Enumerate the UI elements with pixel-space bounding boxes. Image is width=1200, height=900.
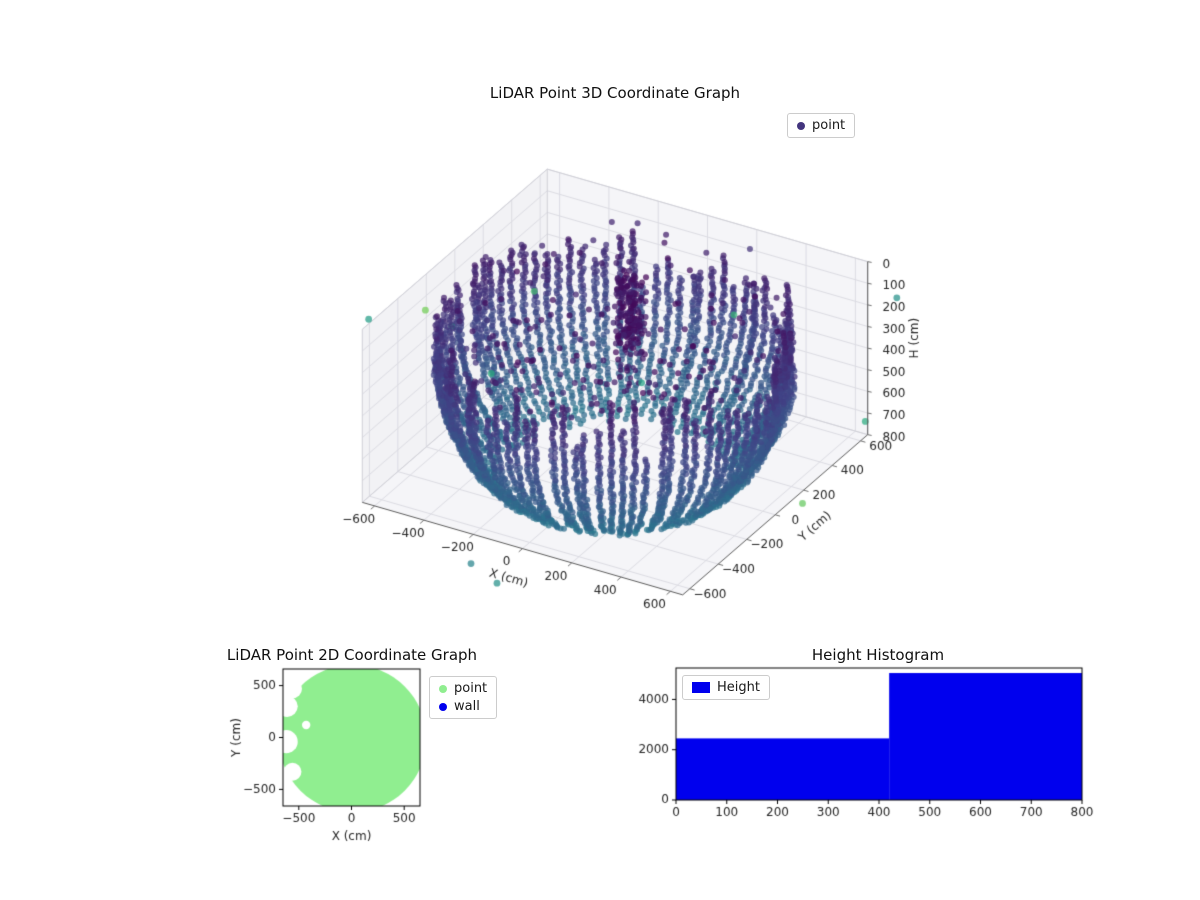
legend-label: wall <box>454 699 480 714</box>
chart3d-title: LiDAR Point 3D Coordinate Graph <box>489 84 741 102</box>
chart3d-legend: point <box>787 113 856 138</box>
legend-item: Height <box>692 680 760 695</box>
legend-item: wall <box>439 699 487 714</box>
chart2d-title: LiDAR Point 2D Coordinate Graph <box>226 646 478 664</box>
wall-marker-icon <box>439 702 447 711</box>
height-marker-icon <box>692 682 710 693</box>
legend-label: point <box>454 681 488 696</box>
legend-item: point <box>797 118 845 133</box>
histogram-legend: Height <box>682 675 770 700</box>
legend-item: point <box>439 681 487 696</box>
chart2d-legend: point wall <box>429 676 498 719</box>
legend-label: point <box>812 118 846 133</box>
histogram-title: Height Histogram <box>811 646 945 664</box>
point-marker-icon <box>439 684 447 693</box>
legend-label: Height <box>717 680 760 695</box>
point-marker-icon <box>797 121 805 130</box>
